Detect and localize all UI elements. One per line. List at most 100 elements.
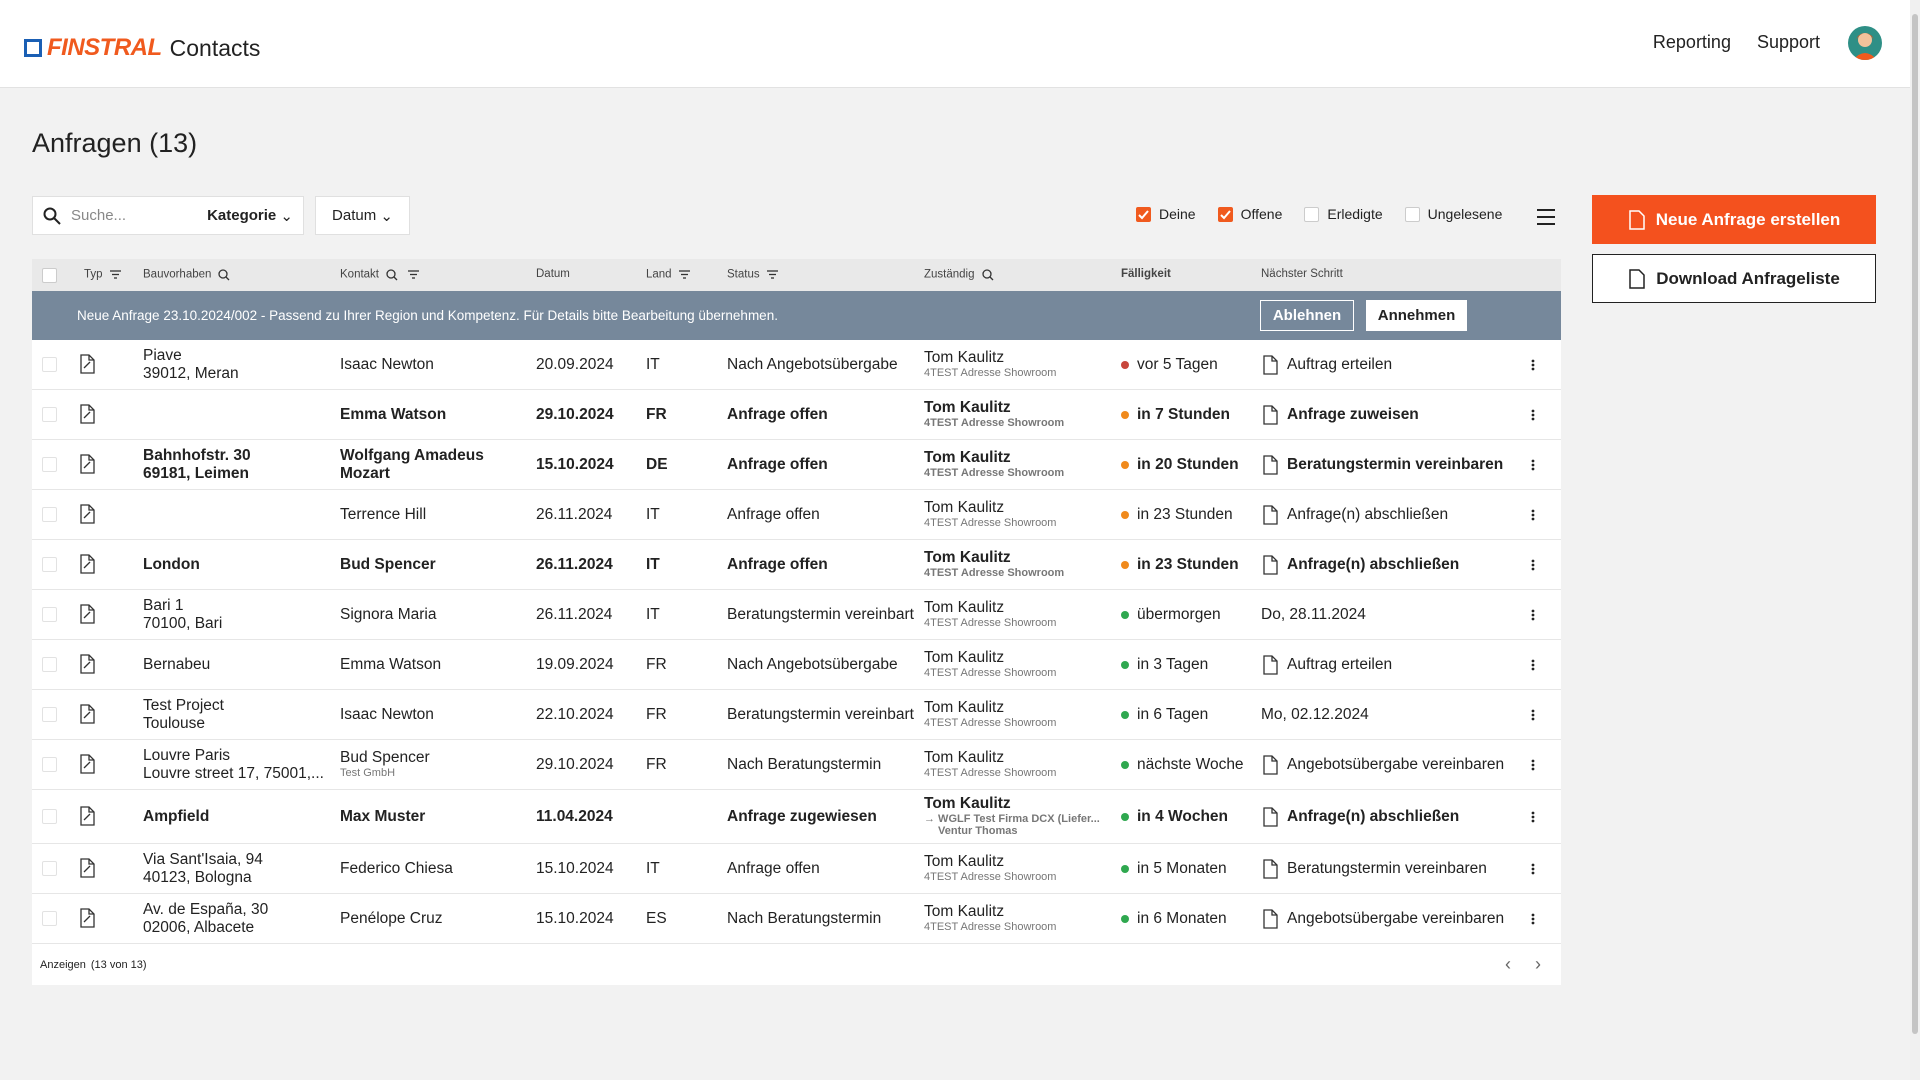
notification-banner: Neue Anfrage 23.10.2024/002 - Passend zu…: [32, 291, 1561, 340]
search-icon: [981, 268, 997, 281]
footer-label: Anzeigen: [40, 958, 86, 971]
checkbox[interactable]: [42, 507, 57, 522]
column-title[interactable]: Status: [727, 268, 760, 281]
checkbox[interactable]: [42, 757, 57, 772]
accept-button[interactable]: Annehmen: [1366, 300, 1467, 331]
type-cell: [78, 753, 143, 776]
avatar[interactable]: [1848, 26, 1882, 60]
logo[interactable]: FINSTRAL Contacts: [24, 34, 260, 62]
table-row[interactable]: Bahnhofstr. 30 69181, Leimen Wolfgang Amad…: [32, 440, 1561, 490]
status-cell: Beratungstermin vereinbart: [727, 606, 924, 624]
table-row[interactable]: London Bud Spencer 26.11.2024 IT Anfrage off…: [32, 540, 1561, 590]
row-menu[interactable]: [1530, 408, 1536, 422]
assignee-cell: Tom Kaulitz 4TEST Adresse Showroom: [924, 494, 1121, 534]
column-title[interactable]: Kontakt: [340, 268, 379, 281]
table-row[interactable]: Av. de España, 30 02006, Albacete Penélope…: [32, 894, 1561, 945]
select-cell: [32, 407, 78, 422]
table-row[interactable]: Bernabeu Emma Watson 19.09.2024 FR Nach Ange…: [32, 640, 1561, 690]
checkbox[interactable]: [42, 809, 57, 825]
checkbox[interactable]: [42, 357, 57, 372]
row-menu[interactable]: [1530, 608, 1536, 622]
table-row[interactable]: Ampfield Max Muster 11.04.2024 Anfrage zuge…: [32, 790, 1561, 845]
scrollbar[interactable]: [1910, 0, 1920, 1080]
row-menu[interactable]: [1530, 358, 1536, 372]
search-icon: [217, 268, 233, 281]
checkbox[interactable]: [42, 707, 57, 722]
contact-cell: Penélope Cruz: [340, 910, 536, 928]
checkbox[interactable]: [42, 657, 57, 672]
project-line: Piave: [143, 346, 182, 364]
filter-check[interactable]: Deine: [1136, 206, 1196, 222]
column-title[interactable]: Bauvorhaben: [143, 268, 212, 281]
table-row[interactable]: Piave 39012, Meran Isaac Newton 20.09.2024 I…: [32, 340, 1561, 390]
type-cell: [78, 703, 143, 726]
nav-link[interactable]: Support: [1756, 32, 1820, 52]
checkbox[interactable]: [1304, 206, 1320, 222]
checkbox[interactable]: [42, 267, 57, 283]
due-cell: nächste Woche: [1121, 756, 1261, 774]
checkbox[interactable]: [1136, 206, 1151, 222]
checkbox[interactable]: [42, 911, 57, 927]
column-menu[interactable]: [1535, 206, 1557, 228]
checkbox[interactable]: [42, 457, 57, 472]
column-title[interactable]: Datum: [536, 268, 570, 281]
column-title[interactable]: Zuständig: [924, 268, 975, 281]
create-request-button[interactable]: Neue Anfrage erstellen: [1592, 195, 1876, 244]
filter-check[interactable]: Ungelesene: [1404, 206, 1502, 222]
table-row[interactable]: Via Sant'Isaia, 94 40123, Bologna Federico…: [32, 844, 1561, 895]
checkbox[interactable]: [1404, 206, 1420, 222]
assignee-cell: Tom Kaulitz 4TEST Adresse Showroom: [924, 394, 1121, 434]
column-title[interactable]: Typ: [84, 268, 103, 281]
table-row[interactable]: Emma Watson 29.10.2024 FR Anfrage offen Tom …: [32, 390, 1561, 440]
checkbox[interactable]: [42, 607, 57, 622]
search-icon-svg: [218, 269, 230, 281]
table-row[interactable]: Louvre Paris Louvre street 17, 75001,... B…: [32, 740, 1561, 790]
next-step: Angebotsübergabe vereinbaren: [1287, 909, 1505, 927]
status-cell: Anfrage offen: [727, 456, 924, 474]
type-icon: [78, 603, 98, 626]
due: vor 5 Tagen: [1137, 355, 1218, 373]
status: Anfrage offen: [727, 505, 820, 523]
filter-check[interactable]: Erledigte: [1304, 206, 1383, 222]
date-filter[interactable]: Datum ⌄: [315, 196, 410, 235]
row-menu[interactable]: [1530, 558, 1536, 572]
filter-check[interactable]: Offene: [1217, 206, 1282, 222]
contact-cell: Isaac Newton: [340, 706, 536, 724]
scroll-thumb[interactable]: [1912, 14, 1918, 1034]
row-menu[interactable]: [1530, 458, 1536, 472]
due-indicator: [1121, 510, 1129, 519]
search-box[interactable]: Suche... Kategorie ⌄: [32, 196, 304, 235]
row-menu[interactable]: [1530, 862, 1536, 876]
prev-page[interactable]: ‹: [1505, 954, 1511, 975]
row-menu[interactable]: [1530, 912, 1536, 926]
check-label: Erledigte: [1327, 206, 1383, 222]
row-menu[interactable]: [1530, 758, 1536, 772]
checkbox[interactable]: [42, 861, 57, 877]
reject-button[interactable]: Ablehnen: [1260, 300, 1354, 331]
category-filter[interactable]: Kategorie: [207, 207, 277, 224]
status: Anfrage zugewiesen: [727, 807, 877, 825]
column-title[interactable]: Land: [646, 268, 672, 281]
table-row[interactable]: Bari 1 70100, Bari Signora Maria 26.11.2024…: [32, 590, 1561, 640]
table-row[interactable]: Test Project Toulouse Isaac Newton 22.10.20…: [32, 690, 1561, 740]
next-page[interactable]: ›: [1535, 954, 1541, 975]
column-title[interactable]: Nächster Schritt: [1261, 268, 1343, 281]
checkbox[interactable]: [42, 407, 57, 422]
checkbox[interactable]: [1217, 206, 1233, 222]
country-cell: IT: [646, 506, 727, 524]
row-menu[interactable]: [1530, 658, 1536, 672]
due-cell: in 7 Stunden: [1121, 406, 1261, 424]
filter-icon-svg: [109, 270, 121, 279]
row-menu[interactable]: [1530, 810, 1536, 824]
actions-cell: [1530, 808, 1561, 826]
column-title[interactable]: Fälligkeit: [1121, 268, 1171, 281]
nav-link[interactable]: Reporting: [1652, 32, 1731, 52]
download-button[interactable]: Download Anfrageliste: [1592, 254, 1876, 303]
row-menu[interactable]: [1530, 708, 1536, 722]
country-cell: FR: [646, 656, 727, 674]
checkbox[interactable]: [42, 557, 57, 572]
row-menu[interactable]: [1530, 508, 1536, 522]
step-icon-svg: [1263, 354, 1278, 375]
step-icon: [1261, 858, 1281, 879]
table-row[interactable]: Terrence Hill 26.11.2024 IT Anfrage offen To…: [32, 490, 1561, 540]
